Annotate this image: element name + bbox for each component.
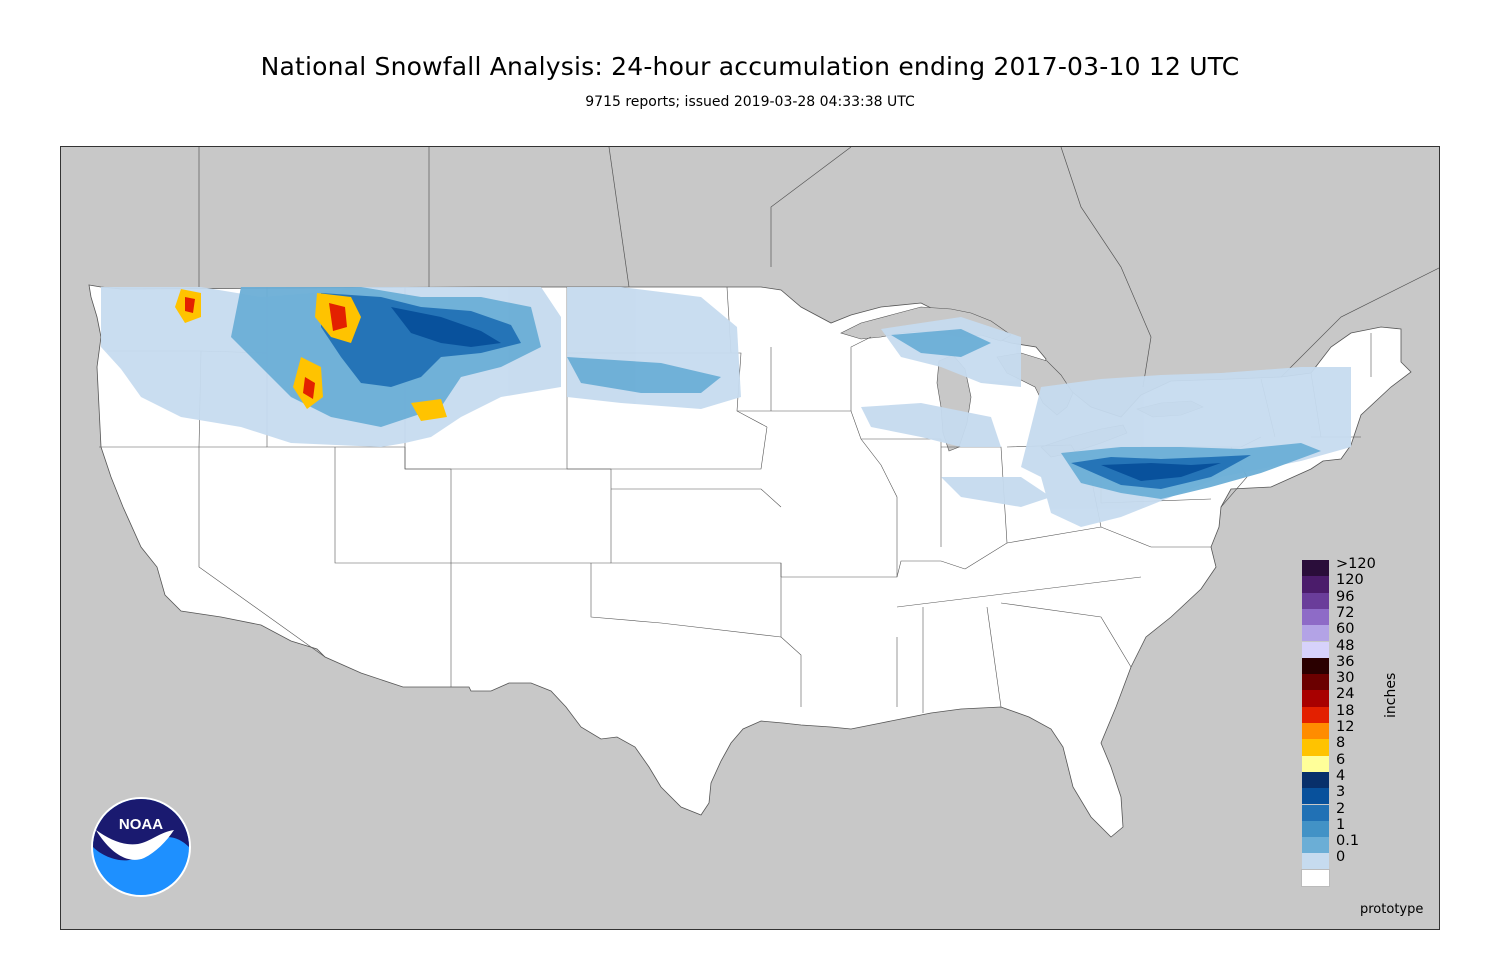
legend-label: 30 bbox=[1336, 670, 1355, 687]
noaa-logo-text: NOAA bbox=[119, 816, 163, 833]
legend-label: 8 bbox=[1336, 735, 1346, 752]
legend-swatch bbox=[1302, 690, 1329, 707]
legend-swatch bbox=[1302, 804, 1329, 821]
legend-label: 0.1 bbox=[1336, 833, 1360, 850]
legend-label: 36 bbox=[1336, 653, 1355, 670]
legend-swatch bbox=[1302, 820, 1329, 838]
page-subtitle: 9715 reports; issued 2019-03-28 04:33:38… bbox=[585, 94, 915, 110]
legend-swatch bbox=[1302, 576, 1329, 593]
legend-swatch bbox=[1302, 641, 1329, 658]
legend-swatch bbox=[1302, 723, 1329, 740]
noaa-logo: NOAA bbox=[91, 797, 191, 897]
legend-label: 96 bbox=[1336, 588, 1355, 605]
prototype-note: prototype bbox=[1360, 902, 1424, 917]
map-canvas bbox=[88, 147, 1439, 838]
legend-label: 12 bbox=[1336, 719, 1355, 735]
legend-label: 18 bbox=[1336, 702, 1355, 719]
legend-swatch bbox=[1302, 592, 1329, 609]
legend-swatch bbox=[1302, 755, 1329, 772]
legend-label: >120 bbox=[1336, 556, 1376, 572]
legend-swatch bbox=[1302, 771, 1329, 789]
legend-label: 60 bbox=[1336, 621, 1355, 638]
legend-label: 2 bbox=[1336, 800, 1346, 817]
page-title: National Snowfall Analysis: 24-hour accu… bbox=[260, 52, 1240, 81]
snowfall-map[interactable] bbox=[60, 146, 1440, 930]
legend-label: 120 bbox=[1336, 572, 1364, 589]
legend-swatch bbox=[1302, 625, 1329, 642]
legend-swatch bbox=[1302, 788, 1329, 805]
snowfall-veryheavy bbox=[391, 307, 1221, 481]
legend-label: 4 bbox=[1336, 767, 1346, 784]
legend-label: 6 bbox=[1336, 751, 1346, 768]
legend-label: 1 bbox=[1336, 816, 1346, 833]
legend-swatch bbox=[1302, 657, 1329, 675]
legend-label: 72 bbox=[1336, 604, 1355, 621]
legend-label: 3 bbox=[1336, 784, 1346, 801]
legend-swatch bbox=[1302, 674, 1329, 691]
legend-swatch bbox=[1302, 608, 1329, 626]
legend-swatch bbox=[1302, 739, 1329, 756]
legend-units: inches bbox=[1383, 672, 1399, 718]
legend-swatch bbox=[1302, 853, 1329, 870]
legend-swatch bbox=[1302, 706, 1329, 723]
legend-swatch bbox=[1302, 560, 1329, 577]
snowfall-red bbox=[185, 297, 347, 399]
legend-label: 48 bbox=[1336, 637, 1355, 654]
legend-label: 24 bbox=[1336, 686, 1355, 703]
legend-swatch bbox=[1301, 868, 1330, 888]
legend-swatch bbox=[1302, 837, 1329, 854]
legend-label: 0 bbox=[1336, 849, 1346, 866]
